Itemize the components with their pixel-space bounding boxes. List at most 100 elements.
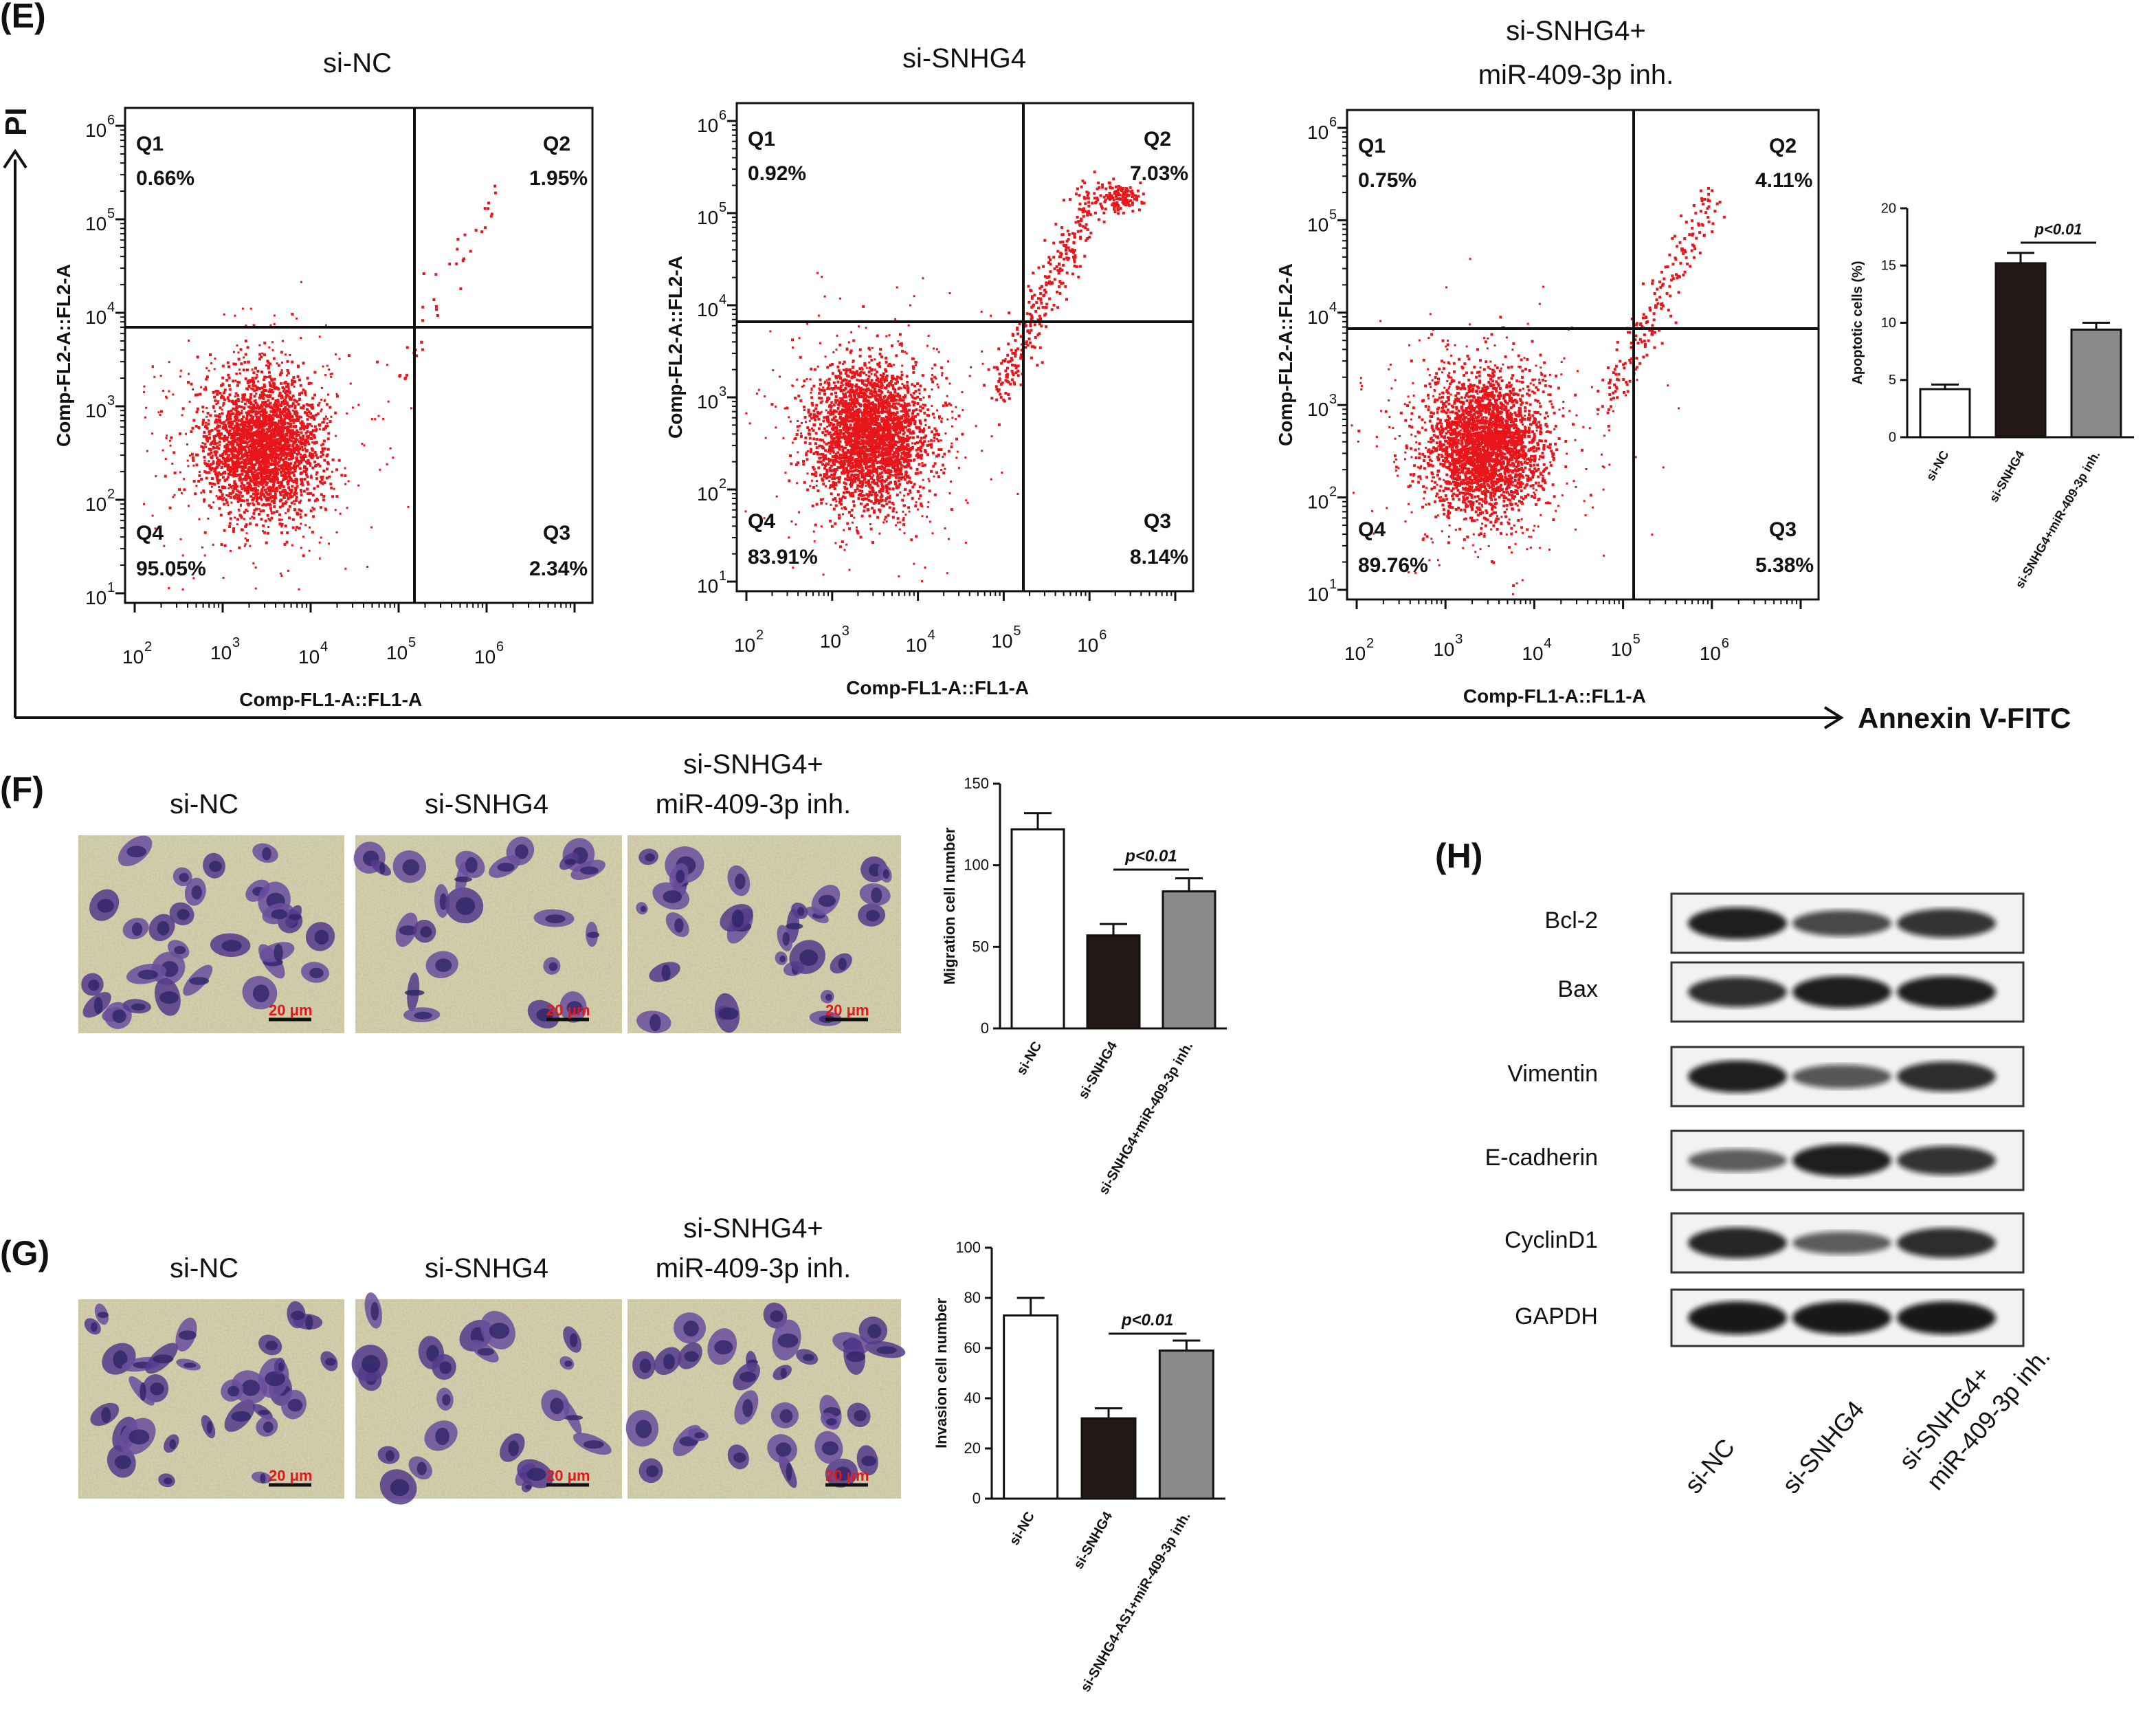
flow-dot xyxy=(874,453,877,456)
flow-dot xyxy=(915,448,918,452)
flow-dot xyxy=(283,472,287,475)
flow-dot xyxy=(836,380,840,384)
flow-dot xyxy=(848,399,852,401)
flow-dot xyxy=(903,465,907,469)
flow-dot xyxy=(234,430,237,434)
flow-dot xyxy=(302,470,306,473)
flow-dot xyxy=(263,469,267,472)
flow-dot xyxy=(836,493,840,496)
flow-dot xyxy=(422,272,425,275)
flow-dot xyxy=(841,456,845,459)
flow-dot xyxy=(268,479,271,483)
flow-dot xyxy=(845,417,849,420)
flow-dot xyxy=(843,395,846,399)
flow-dot xyxy=(846,474,849,477)
flow-dot xyxy=(854,489,857,492)
flow-dot xyxy=(893,390,897,394)
flow-dot xyxy=(842,433,845,437)
flow-dot xyxy=(812,486,815,489)
flow-dot xyxy=(877,434,880,437)
flow-dot xyxy=(246,502,249,505)
flow-dot xyxy=(856,470,860,472)
flow-dot xyxy=(247,360,250,364)
flow-dot xyxy=(253,476,256,478)
flow-dot xyxy=(873,448,876,451)
flow-dot xyxy=(230,501,233,504)
flow-dot xyxy=(267,454,270,458)
flow-dot xyxy=(239,485,243,488)
flow-dot xyxy=(230,549,232,552)
flow-dot xyxy=(802,463,805,466)
flow-dot xyxy=(846,522,849,525)
flow-dot xyxy=(901,456,904,460)
flow-dot xyxy=(278,453,281,456)
flow-dot xyxy=(374,418,377,421)
flow-dot xyxy=(273,505,276,508)
flow-dot xyxy=(289,398,291,401)
flow-dot xyxy=(263,412,266,415)
flow-dot xyxy=(162,449,164,452)
flow-dot xyxy=(849,454,852,458)
flow-dot xyxy=(217,431,221,434)
flow-dot xyxy=(280,531,284,534)
flow-dot xyxy=(328,475,331,478)
flow-dot xyxy=(299,436,302,439)
flow-dot xyxy=(912,366,915,370)
flow-dot xyxy=(249,432,252,435)
flow-dot xyxy=(893,397,896,401)
flow-dot xyxy=(247,419,250,422)
flow-dot xyxy=(203,443,207,446)
flow-dot xyxy=(263,416,265,419)
y-tick-base: 10 xyxy=(85,587,107,608)
flow-dot xyxy=(860,514,864,518)
flow-dot xyxy=(265,447,269,450)
flow-dot xyxy=(250,427,254,430)
flow-dot xyxy=(285,353,287,356)
flow-dot xyxy=(904,457,907,461)
flow-dot xyxy=(298,527,301,530)
flow-dot xyxy=(215,403,218,406)
flow-dot xyxy=(249,479,252,483)
flow-dot xyxy=(884,406,887,409)
flow-dot xyxy=(289,412,292,416)
flow-dot xyxy=(168,361,170,364)
flow-dot xyxy=(284,525,287,528)
flow-dot xyxy=(281,454,284,456)
flow-dot xyxy=(300,441,303,444)
flow-dot xyxy=(302,441,305,445)
flow-dot xyxy=(883,480,887,483)
flow-dot xyxy=(257,497,260,500)
flow-dot xyxy=(919,384,922,388)
flow-dot xyxy=(237,508,240,511)
flow-dot xyxy=(898,376,902,379)
flow-dot xyxy=(252,503,256,507)
flow-dot xyxy=(286,390,289,393)
flow-dot xyxy=(923,388,926,391)
flow-dot xyxy=(254,566,257,569)
flow-dot xyxy=(293,503,296,505)
flow-dot xyxy=(243,440,246,443)
flow-dot xyxy=(887,514,890,517)
flow-dot xyxy=(267,429,271,432)
flow-dot xyxy=(814,450,818,454)
flow-dot xyxy=(841,540,844,544)
flow-dot xyxy=(885,497,888,500)
flow-dot xyxy=(265,436,269,439)
flow-dot xyxy=(931,380,934,384)
flow-dot xyxy=(293,385,296,388)
flow-dot xyxy=(825,400,828,404)
flow-dot xyxy=(249,406,253,409)
flow-dot xyxy=(315,430,318,432)
flow-dot xyxy=(273,410,276,413)
flow-dot xyxy=(243,453,246,456)
flow-dot xyxy=(201,421,205,424)
flow-dot xyxy=(274,447,278,450)
flow-dot xyxy=(335,495,339,498)
flow-dot xyxy=(856,487,859,490)
flow-dot xyxy=(290,439,293,443)
flow-dot xyxy=(227,454,230,457)
flow-dot xyxy=(228,522,232,525)
flow-dot xyxy=(267,417,271,421)
flow-dot xyxy=(238,478,241,482)
